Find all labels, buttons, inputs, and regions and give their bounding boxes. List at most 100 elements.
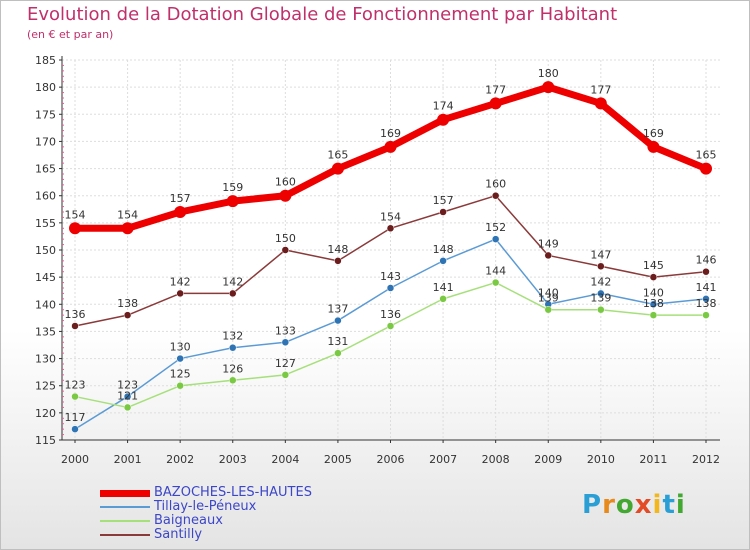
data-point [544,305,552,314]
data-point [71,392,79,401]
data-label: 138 [117,297,138,310]
data-point [229,343,237,352]
data-point [702,295,710,303]
data-label: 125 [170,368,191,381]
data-point [649,273,658,281]
data-point [594,97,607,110]
data-label: 146 [696,254,717,267]
x-tick-label: 2009 [534,453,562,466]
y-tick-label: 120 [35,407,56,420]
y-tick-label: 145 [35,271,56,284]
data-point [597,305,605,314]
x-tick-label: 2005 [324,453,352,466]
data-label: 144 [485,265,506,278]
y-tick-label: 115 [35,434,56,447]
proxiti-logo: Proxiti [582,490,686,520]
data-label: 165 [327,149,348,162]
x-tick-label: 2002 [166,453,194,466]
data-label: 142 [222,275,243,288]
x-tick-label: 2011 [639,453,667,466]
data-label: 147 [590,248,611,261]
data-label: 137 [327,303,348,316]
y-tick-label: 165 [35,163,56,176]
y-tick-label: 125 [35,380,56,393]
legend-label: Santilly [154,527,203,542]
logo-letter: i [675,490,686,520]
data-point [386,322,395,330]
data-label: 140 [538,286,559,299]
data-point [174,206,187,218]
data-point [123,403,132,412]
data-point [439,295,447,303]
x-tick-label: 2008 [482,453,510,466]
data-point [281,371,290,379]
data-point [69,222,81,235]
y-tick-label: 135 [35,325,56,338]
data-label: 142 [170,275,191,288]
data-point [384,140,397,153]
y-tick-label: 150 [35,244,56,257]
data-point [702,267,710,276]
data-point [176,354,184,363]
data-label: 123 [117,379,138,392]
data-label: 154 [117,208,138,221]
data-point [649,311,658,319]
legend-swatch [100,534,150,536]
logo-letter: t [662,490,676,520]
data-label: 154 [65,208,86,221]
y-tick-label: 175 [35,108,56,121]
data-label: 169 [380,127,401,140]
data-point [123,311,132,319]
data-point [121,222,134,235]
data-point [331,162,344,175]
data-label: 132 [222,330,243,343]
data-label: 177 [590,83,611,96]
data-point [176,289,184,298]
y-tick-label: 185 [35,54,56,67]
data-point [437,113,450,126]
data-label: 141 [696,281,717,294]
data-point [489,97,502,110]
data-label: 142 [590,275,611,288]
x-tick-label: 2003 [219,453,247,466]
data-point [491,278,500,287]
data-point [647,140,660,153]
data-label: 159 [222,181,243,194]
data-label: 123 [65,379,86,392]
data-label: 136 [380,308,401,321]
data-label: 133 [275,324,296,337]
data-point [439,257,447,265]
data-point [386,284,395,292]
data-point [123,392,132,401]
x-tick-label: 2004 [271,453,299,466]
legend-swatch [100,520,150,522]
y-tick-label: 180 [35,81,56,94]
data-label: 148 [433,243,454,256]
legend-label: Baigneaux [154,513,223,528]
data-point [386,224,395,233]
x-tick-label: 2006 [377,453,405,466]
data-label: 150 [275,232,296,245]
data-label: 169 [643,127,664,140]
x-tick-label: 2000 [61,453,89,466]
legend-label: Tillay-le-Péneux [154,499,257,514]
data-label: 130 [170,341,191,354]
data-point [334,349,342,357]
legend-label: BAZOCHES-LES-HAUTES [154,485,312,500]
data-point [229,289,237,298]
data-point [544,251,552,260]
logo-letter: x [634,490,653,520]
x-tick-label: 2010 [587,453,615,466]
data-label: 138 [696,297,717,310]
logo-letter: r [602,490,616,520]
data-point [702,311,710,319]
data-label: 117 [65,411,86,424]
data-point [71,322,79,330]
legend-swatch [100,506,150,508]
data-point [700,162,712,175]
logo-letter: P [582,490,603,520]
legend-swatch [100,490,150,497]
data-point [229,376,237,385]
data-point [334,316,342,325]
